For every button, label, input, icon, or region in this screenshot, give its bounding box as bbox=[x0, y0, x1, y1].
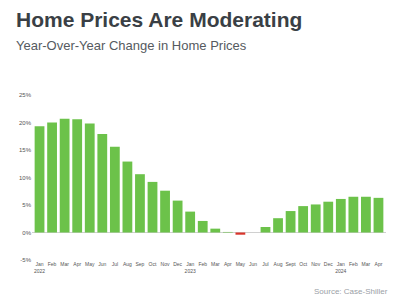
svg-text:Mar: Mar bbox=[60, 261, 69, 267]
svg-text:Nov: Nov bbox=[161, 261, 170, 267]
svg-text:Oct: Oct bbox=[149, 261, 157, 267]
svg-text:Jun: Jun bbox=[98, 261, 106, 267]
svg-text:Aug: Aug bbox=[123, 261, 132, 267]
svg-text:Dec: Dec bbox=[173, 261, 182, 267]
svg-text:Feb: Feb bbox=[48, 261, 57, 267]
svg-text:Apr: Apr bbox=[224, 261, 232, 267]
svg-text:Jan2022: Jan2022 bbox=[34, 261, 45, 274]
svg-text:Apr: Apr bbox=[73, 261, 81, 267]
svg-text:25%: 25% bbox=[19, 92, 32, 98]
svg-text:Feb: Feb bbox=[349, 261, 358, 267]
svg-text:May: May bbox=[236, 261, 246, 267]
svg-text:5%: 5% bbox=[22, 202, 31, 208]
svg-text:10%: 10% bbox=[19, 175, 32, 181]
svg-text:Oct: Oct bbox=[299, 261, 307, 267]
svg-text:Home Prices Are Moderating: Home Prices Are Moderating bbox=[16, 8, 302, 31]
svg-text:Aug: Aug bbox=[274, 261, 283, 267]
svg-text:Jan2023: Jan2023 bbox=[185, 261, 196, 274]
svg-text:Feb: Feb bbox=[198, 261, 207, 267]
svg-text:Jan2024: Jan2024 bbox=[335, 261, 346, 274]
svg-text:Sept: Sept bbox=[285, 261, 296, 267]
svg-text:Sep: Sep bbox=[136, 261, 145, 267]
svg-text:-5%: -5% bbox=[20, 257, 31, 263]
svg-text:Year-Over-Year Change in Home: Year-Over-Year Change in Home Prices bbox=[16, 38, 247, 53]
svg-text:Jul: Jul bbox=[112, 261, 118, 267]
svg-text:0%: 0% bbox=[22, 230, 31, 236]
svg-text:Mar: Mar bbox=[211, 261, 220, 267]
svg-text:Dec: Dec bbox=[324, 261, 333, 267]
svg-text:Mar: Mar bbox=[362, 261, 371, 267]
svg-text:Jul: Jul bbox=[262, 261, 268, 267]
svg-text:15%: 15% bbox=[19, 147, 32, 153]
svg-text:Nov: Nov bbox=[311, 261, 320, 267]
svg-text:Jun: Jun bbox=[249, 261, 257, 267]
svg-text:May: May bbox=[85, 261, 95, 267]
svg-text:Apr: Apr bbox=[375, 261, 383, 267]
svg-text:20%: 20% bbox=[19, 120, 32, 126]
svg-text:Source: Case-Shiller: Source: Case-Shiller bbox=[314, 287, 388, 296]
